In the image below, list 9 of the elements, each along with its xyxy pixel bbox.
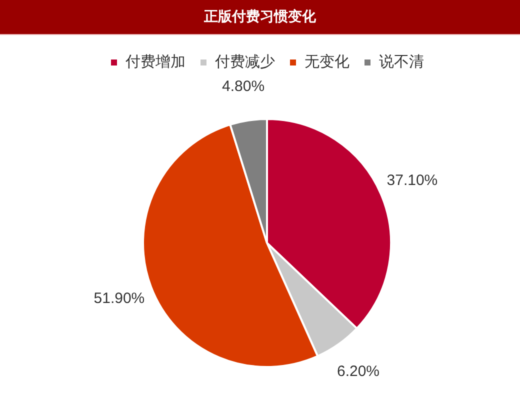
legend-label: 说不清 bbox=[379, 52, 424, 70]
data-label: 37.10% bbox=[386, 172, 438, 189]
legend-label: 付费减少 bbox=[214, 52, 275, 70]
data-label: 6.20% bbox=[336, 363, 380, 380]
data-label: 4.80% bbox=[222, 78, 265, 95]
legend-label: 付费增加 bbox=[124, 52, 186, 70]
legend-label: 无变化 bbox=[304, 52, 350, 70]
chart-title: 正版付费习惯变化 bbox=[0, 0, 520, 35]
data-label: 51.90% bbox=[94, 290, 145, 307]
